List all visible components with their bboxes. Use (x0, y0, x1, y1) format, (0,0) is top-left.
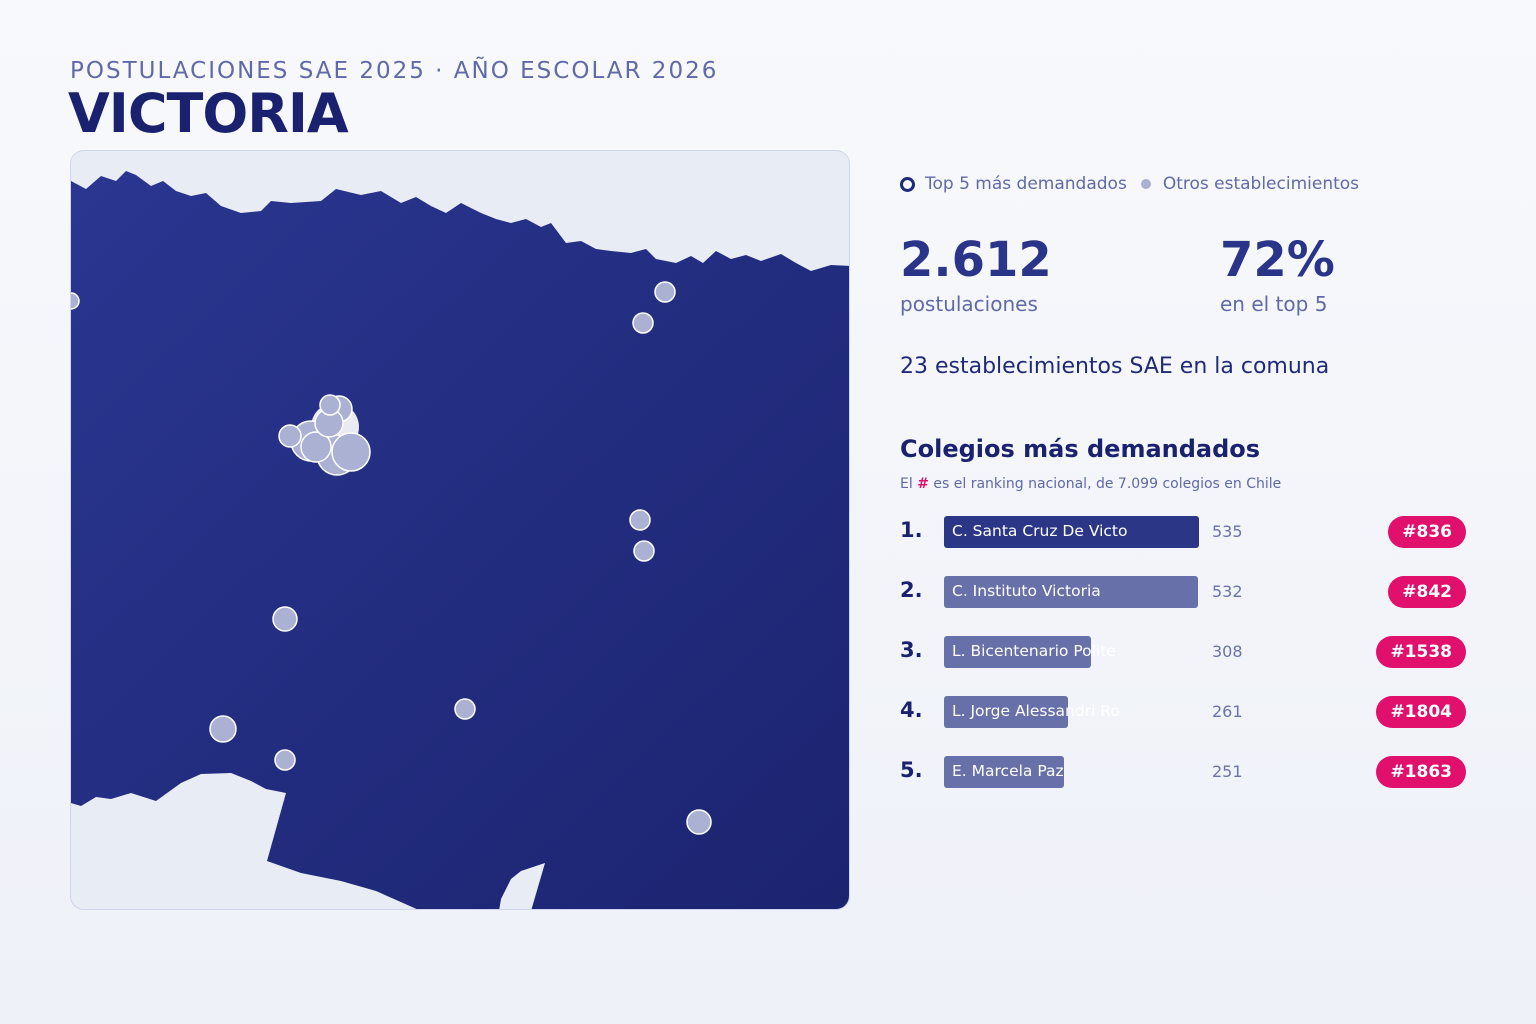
school-marker (300, 431, 332, 463)
ranking-position: 2. (900, 578, 923, 602)
other-dot-icon (1140, 179, 1151, 189)
school-marker (209, 715, 237, 743)
national-rank-badge: #1538 (1376, 636, 1466, 668)
school-name: L. Bicentenario Polite (952, 642, 1116, 660)
school-name: E. Marcela Paz (952, 762, 1064, 780)
ranking-position: 4. (900, 698, 923, 722)
legend-top5-label: Top 5 más demandados (925, 174, 1127, 194)
applications-count: 261 (1212, 702, 1243, 721)
school-name: C. Santa Cruz De Victo (952, 522, 1128, 540)
ranking-row[interactable]: 4. L. Jorge Alessandri Ro 261 #1804 (900, 696, 1470, 728)
ranking-title: Colegios más demandados (900, 435, 1261, 463)
ranking-row[interactable]: 2. C. Instituto Victoria 532 #842 (900, 576, 1470, 608)
school-markers (71, 281, 712, 835)
school-marker (629, 509, 651, 531)
ranking-note-prefix: El (900, 476, 913, 492)
national-rank-badge: #836 (1388, 516, 1466, 548)
top5-ring-icon (900, 176, 915, 192)
national-rank-badge: #1804 (1376, 696, 1466, 728)
applications-label: postulaciones (900, 292, 1038, 316)
ranking-position: 5. (900, 758, 923, 782)
comuna-map[interactable] (70, 150, 850, 910)
school-marker (686, 809, 712, 835)
school-marker (454, 698, 476, 720)
school-marker (319, 394, 341, 416)
school-marker (331, 432, 371, 472)
top5-share-label: en el top 5 (1220, 292, 1328, 316)
ranking-bar (944, 576, 1198, 608)
school-marker (633, 540, 655, 562)
applications-count: 251 (1212, 762, 1243, 781)
applications-count: 535 (1212, 522, 1243, 541)
school-name: C. Instituto Victoria (952, 582, 1101, 600)
ranking-row[interactable]: 5. E. Marcela Paz 251 #1863 (900, 756, 1470, 788)
school-marker (71, 292, 80, 310)
ranking-bar (944, 756, 1064, 788)
ranking-position: 3. (900, 638, 923, 662)
applications-value: 2.612 (900, 232, 1052, 288)
ranking-bar (944, 636, 1091, 668)
national-rank-badge: #842 (1388, 576, 1466, 608)
ranking-bar (944, 516, 1199, 548)
ranking-note: El # es el ranking nacional, de 7.099 co… (900, 476, 1281, 492)
map-legend: Top 5 más demandados Otros establecimien… (900, 174, 1359, 194)
page-title: VICTORIA (68, 82, 349, 145)
map-svg (71, 171, 849, 909)
national-rank-badge: #1863 (1376, 756, 1466, 788)
applications-count: 532 (1212, 582, 1243, 601)
legend-others-label: Otros establecimientos (1162, 174, 1360, 194)
school-marker (632, 312, 654, 334)
school-marker (272, 606, 298, 632)
ranking-position: 1. (900, 518, 923, 542)
ranking-note-suffix: es el ranking nacional, de 7.099 colegio… (933, 476, 1282, 492)
applications-count: 308 (1212, 642, 1243, 661)
top5-share-value: 72% (1220, 232, 1335, 288)
ranking-row[interactable]: 3. L. Bicentenario Polite 308 #1538 (900, 636, 1470, 668)
ranking-row[interactable]: 1. C. Santa Cruz De Victo 535 #836 (900, 516, 1470, 548)
school-name: L. Jorge Alessandri Ro (952, 702, 1120, 720)
comuna-boundary (71, 171, 849, 909)
ranking-bar (944, 696, 1068, 728)
subtitle: POSTULACIONES SAE 2025 · AÑO ESCOLAR 202… (70, 58, 719, 84)
school-marker (654, 281, 676, 303)
schools-count: 23 establecimientos SAE en la comuna (900, 354, 1330, 379)
school-marker (278, 424, 302, 448)
school-marker (274, 749, 296, 771)
ranking-note-hash: # (917, 476, 929, 492)
